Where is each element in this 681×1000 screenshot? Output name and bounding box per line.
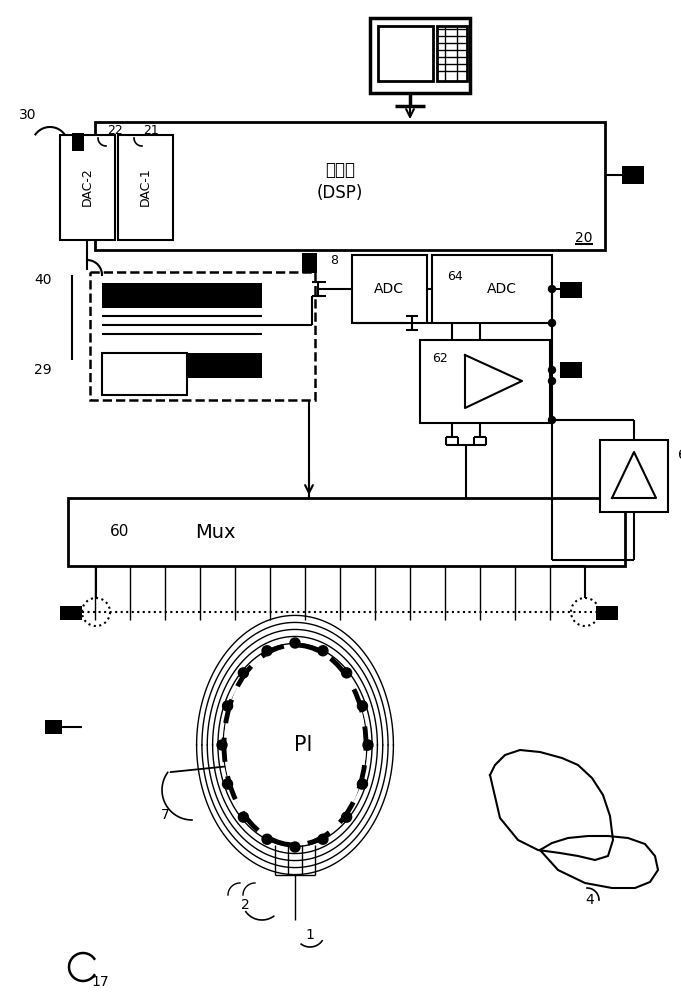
Text: 1: 1 — [306, 928, 315, 942]
Bar — [437, 26, 467, 81]
Circle shape — [262, 834, 272, 844]
Circle shape — [290, 842, 300, 852]
Bar — [68, 498, 625, 566]
Text: DAC-2: DAC-2 — [80, 168, 93, 206]
Bar — [118, 135, 173, 240]
Bar — [370, 18, 470, 93]
Bar — [95, 122, 605, 250]
Bar — [45, 720, 62, 734]
Text: 7: 7 — [161, 808, 170, 822]
Circle shape — [548, 320, 556, 326]
Bar — [302, 253, 317, 273]
Bar — [72, 133, 84, 151]
Circle shape — [318, 834, 328, 844]
Polygon shape — [540, 836, 658, 888]
Circle shape — [238, 668, 249, 678]
Text: 控制器: 控制器 — [325, 161, 355, 179]
Text: 40: 40 — [35, 273, 52, 287]
Text: 4: 4 — [586, 893, 595, 907]
Text: (DSP): (DSP) — [317, 184, 363, 202]
Circle shape — [262, 646, 272, 656]
Bar — [560, 282, 582, 298]
Circle shape — [358, 701, 368, 711]
Circle shape — [342, 668, 351, 678]
Text: 2: 2 — [240, 898, 249, 912]
Bar — [600, 440, 668, 512]
Circle shape — [548, 377, 556, 384]
Text: 8: 8 — [330, 253, 338, 266]
Text: 22: 22 — [107, 123, 123, 136]
Bar — [352, 255, 427, 323]
Text: 64: 64 — [447, 270, 463, 283]
Circle shape — [223, 779, 232, 789]
Text: 21: 21 — [143, 123, 159, 136]
Circle shape — [548, 366, 556, 373]
Text: 17: 17 — [91, 975, 109, 989]
Text: Mux: Mux — [195, 522, 236, 542]
Text: 6: 6 — [678, 448, 681, 462]
Circle shape — [548, 416, 556, 424]
Text: 20: 20 — [575, 231, 592, 245]
Bar — [102, 353, 187, 395]
Circle shape — [363, 740, 373, 750]
Text: 29: 29 — [34, 363, 52, 377]
Circle shape — [342, 812, 351, 822]
Circle shape — [217, 740, 227, 750]
Circle shape — [548, 286, 556, 292]
Bar — [560, 362, 582, 378]
Bar — [90, 272, 315, 400]
Bar — [60, 606, 82, 620]
Bar — [60, 135, 115, 240]
Circle shape — [318, 646, 328, 656]
Text: 30: 30 — [19, 108, 37, 122]
Polygon shape — [465, 355, 522, 408]
Bar — [102, 283, 262, 308]
Circle shape — [223, 701, 232, 711]
Polygon shape — [612, 452, 656, 498]
Bar — [102, 353, 262, 378]
Bar — [420, 340, 550, 423]
Text: DAC-1: DAC-1 — [138, 168, 151, 206]
Text: ADC: ADC — [487, 282, 517, 296]
Bar — [596, 606, 618, 620]
Bar — [432, 255, 552, 323]
Text: Pl: Pl — [294, 735, 312, 755]
Polygon shape — [490, 750, 613, 860]
Circle shape — [358, 779, 368, 789]
Bar — [378, 26, 433, 81]
Text: ADC: ADC — [374, 282, 404, 296]
Text: 62: 62 — [432, 352, 447, 365]
Ellipse shape — [224, 645, 366, 845]
Bar — [622, 166, 644, 184]
Text: 60: 60 — [110, 524, 129, 540]
Circle shape — [290, 638, 300, 648]
Circle shape — [238, 812, 249, 822]
